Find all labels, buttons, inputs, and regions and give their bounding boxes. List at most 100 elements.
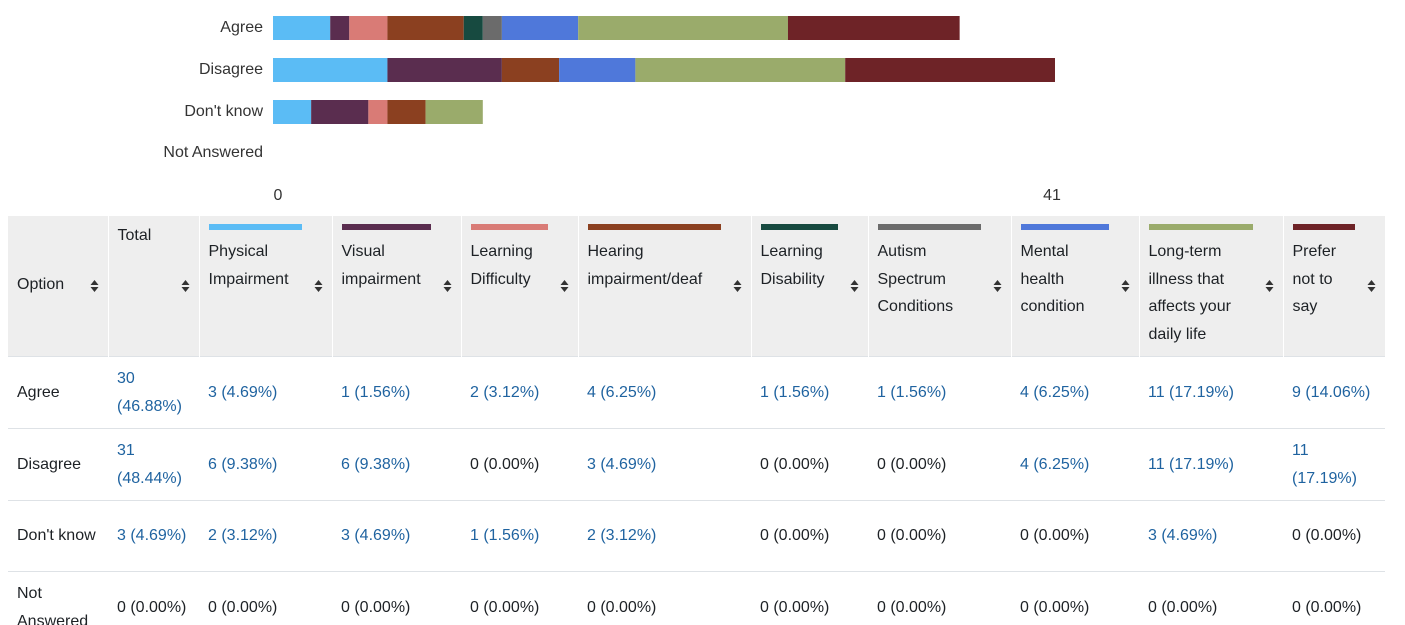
bar-segment <box>425 100 483 124</box>
header-cell: Autism Spectrum Conditions <box>868 216 1012 357</box>
header-text: Learning Disability <box>760 243 825 288</box>
bar-segment <box>501 58 560 82</box>
count-cell: 0 (0.00%) <box>751 428 868 501</box>
count-cell: 0 (0.00%) <box>1283 500 1385 572</box>
count-cell: 11 (17.19%) <box>1139 356 1283 429</box>
header-cell: Mental health condition <box>1011 216 1140 357</box>
chart: Agree Disagree Don't know Not Answered 0 41 <box>163 16 1061 204</box>
header-cell: Prefer not to say <box>1283 216 1385 357</box>
legend-swatch <box>341 224 431 230</box>
total-cell: 30 (46.88%) <box>108 356 199 429</box>
table-row: Don't know 3 (4.69%) 2 (3.12%) 3 (4.69%) 1 (… <box>8 500 1385 572</box>
sort-icon[interactable] <box>993 279 1002 293</box>
legend-swatch <box>877 224 981 230</box>
bar-segment <box>845 58 1055 82</box>
header-row: Option Total Physical Impairment Visual imp… <box>8 216 1385 357</box>
header-text: Prefer not to say <box>1292 243 1337 315</box>
count-cell: 11 (17.19%) <box>1283 428 1385 501</box>
results-table: Option Total Physical Impairment Visual imp… <box>8 216 1385 625</box>
bar-segment <box>273 16 331 40</box>
count-cell: 0 (0.00%) <box>868 571 1011 625</box>
legend-swatch <box>587 224 721 230</box>
sort-arrows <box>560 280 568 292</box>
bar-segment <box>501 16 579 40</box>
count-cell: 0 (0.00%) <box>751 571 868 625</box>
count-cell: 4 (6.25%) <box>1011 428 1139 501</box>
legend-swatch <box>1020 224 1109 230</box>
option-cell: Don't know <box>8 500 108 572</box>
sort-arrows <box>181 280 189 292</box>
table-row: Not Answered 0 (0.00%) 0 (0.00%) 0 (0.00%) 0… <box>8 571 1385 625</box>
count-cell: 0 (0.00%) <box>868 500 1011 572</box>
header-text: Physical Impairment <box>208 243 289 288</box>
header-cell: Learning Disability <box>751 216 869 357</box>
bar-segment <box>482 16 502 40</box>
total-cell: 3 (4.69%) <box>108 500 199 572</box>
count-cell: 0 (0.00%) <box>461 428 578 501</box>
sort-arrows <box>90 280 98 292</box>
count-cell: 0 (0.00%) <box>1011 500 1139 572</box>
sort-icon[interactable] <box>1367 279 1376 293</box>
bar-segment <box>273 100 312 124</box>
count-cell: 0 (0.00%) <box>1139 571 1283 625</box>
count-cell: 1 (1.56%) <box>751 356 868 429</box>
sort-arrows <box>1265 280 1273 292</box>
header-text: Mental health condition <box>1020 243 1085 315</box>
header-text: Total <box>117 227 152 244</box>
count-cell: 6 (9.38%) <box>199 428 332 501</box>
count-cell: 0 (0.00%) <box>199 571 332 625</box>
bar-segment <box>387 100 426 124</box>
count-cell: 1 (1.56%) <box>461 500 578 572</box>
bar-segment <box>368 100 388 124</box>
count-cell: 2 (3.12%) <box>461 356 578 429</box>
table-row: Disagree 31 (48.44%) 6 (9.38%) 6 (9.38%) 0 (… <box>8 428 1385 501</box>
option-cell: Not Answered <box>8 571 108 625</box>
y-tick-label: Not Answered <box>163 144 263 161</box>
count-cell: 2 (3.12%) <box>199 500 332 572</box>
sort-icon[interactable] <box>443 279 452 293</box>
sort-icon[interactable] <box>181 279 190 293</box>
total-cell: 31 (48.44%) <box>108 428 199 501</box>
header-cell: Option <box>8 216 109 357</box>
sort-icon[interactable] <box>733 279 742 293</box>
bar-segment <box>787 16 960 40</box>
bar-segment <box>578 16 788 40</box>
option-cell: Disagree <box>8 428 108 501</box>
bar-segment <box>273 58 388 82</box>
count-cell: 4 (6.25%) <box>1011 356 1139 429</box>
table-container: Option Total Physical Impairment Visual imp… <box>8 216 1385 625</box>
bar-segment <box>311 100 369 124</box>
sort-arrows <box>314 280 322 292</box>
sort-arrows <box>1367 280 1375 292</box>
count-cell: 0 (0.00%) <box>461 571 578 625</box>
sort-icon[interactable] <box>1121 279 1130 293</box>
sort-icon[interactable] <box>850 279 859 293</box>
legend-swatch <box>1148 224 1253 230</box>
bar-segment <box>387 58 502 82</box>
sort-arrows <box>1121 280 1129 292</box>
count-cell: 1 (1.56%) <box>868 356 1011 429</box>
total-cell: 0 (0.00%) <box>108 571 199 625</box>
sort-icon[interactable] <box>1265 279 1274 293</box>
x-tick-label: 0 <box>274 187 283 204</box>
header-text: Visual impairment <box>341 243 421 288</box>
bar-segment <box>349 16 388 40</box>
bar-segment <box>463 16 483 40</box>
legend-swatch <box>1292 224 1355 230</box>
header-cell: Learning Difficulty <box>461 216 579 357</box>
count-cell: 4 (6.25%) <box>578 356 751 429</box>
sort-icon[interactable] <box>314 279 323 293</box>
count-cell: 1 (1.56%) <box>332 356 461 429</box>
sort-arrows <box>443 280 451 292</box>
header-cell: Hearing impairment/deaf <box>578 216 752 357</box>
sort-icon[interactable] <box>90 279 99 293</box>
sort-icon[interactable] <box>560 279 569 293</box>
legend-swatch <box>208 224 302 230</box>
header-cell: Long-term illness that affects your dail… <box>1139 216 1284 357</box>
legend-swatch <box>760 224 838 230</box>
sort-arrows <box>850 280 858 292</box>
count-cell: 9 (14.06%) <box>1283 356 1385 429</box>
header-cell: Total <box>108 216 200 357</box>
y-tick-label: Don't know <box>184 103 263 120</box>
